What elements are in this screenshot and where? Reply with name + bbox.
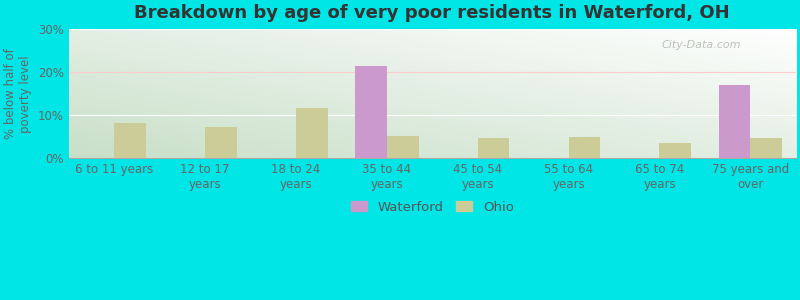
Bar [355, 66, 386, 158]
Bar [114, 123, 146, 158]
Y-axis label: % below half of
poverty level: % below half of poverty level [4, 48, 32, 139]
Bar [296, 108, 328, 158]
Bar [569, 137, 600, 158]
Title: Breakdown by age of very poor residents in Waterford, OH: Breakdown by age of very poor residents … [134, 4, 730, 22]
Legend: Waterford, Ohio: Waterford, Ohio [346, 195, 519, 219]
Bar [659, 143, 691, 158]
Bar [478, 138, 510, 158]
Text: City-Data.com: City-Data.com [662, 40, 741, 50]
Bar [205, 127, 237, 158]
Bar [386, 136, 418, 158]
Bar [750, 138, 782, 158]
Bar [718, 85, 750, 158]
